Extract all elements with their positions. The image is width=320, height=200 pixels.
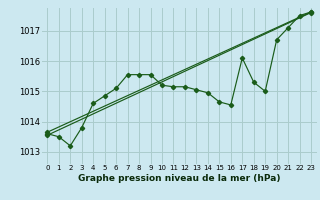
- X-axis label: Graphe pression niveau de la mer (hPa): Graphe pression niveau de la mer (hPa): [78, 174, 280, 183]
